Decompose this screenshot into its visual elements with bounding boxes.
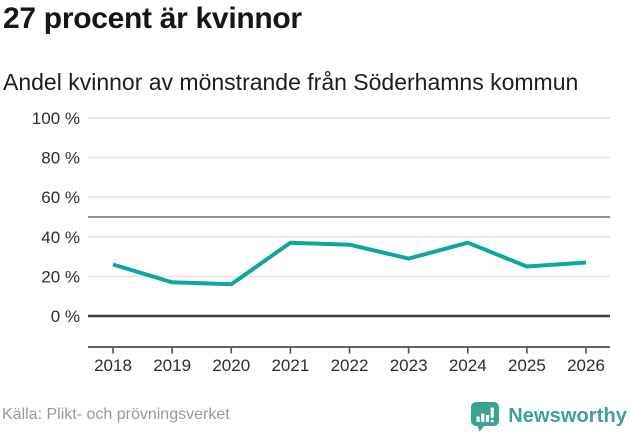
y-tick-label: 100 %	[32, 109, 80, 128]
y-tick-label: 40 %	[41, 228, 80, 247]
source-note: Källa: Plikt- och prövningsverket	[2, 406, 230, 423]
bar-chart-speech-bubble-icon	[471, 402, 500, 432]
x-tick-label: 2018	[94, 356, 132, 375]
newsworthy-brand-link[interactable]: Newsworthy	[470, 400, 627, 433]
x-tick-label: 2023	[390, 356, 428, 375]
x-tick-label: 2019	[153, 356, 191, 375]
brand-name: Newsworthy	[508, 405, 627, 427]
x-tick-label: 2026	[567, 356, 605, 375]
x-tick-label: 2020	[212, 356, 250, 375]
x-tick-label: 2022	[331, 356, 369, 375]
data-line-andel-kvinnor	[112, 240, 587, 287]
x-tick-label: 2024	[449, 356, 487, 375]
y-tick-label: 60 %	[41, 188, 80, 207]
chart-title: 27 procent är kvinnor	[3, 2, 302, 35]
x-tick-label: 2021	[271, 356, 309, 375]
y-tick-label: 80 %	[41, 149, 80, 168]
chart-subtitle: Andel kvinnor av mönstrande från Söderha…	[3, 69, 579, 95]
y-tick-label: 20 %	[41, 267, 80, 286]
y-tick-label: 0 %	[51, 307, 80, 326]
x-tick-label: 2025	[508, 356, 546, 375]
